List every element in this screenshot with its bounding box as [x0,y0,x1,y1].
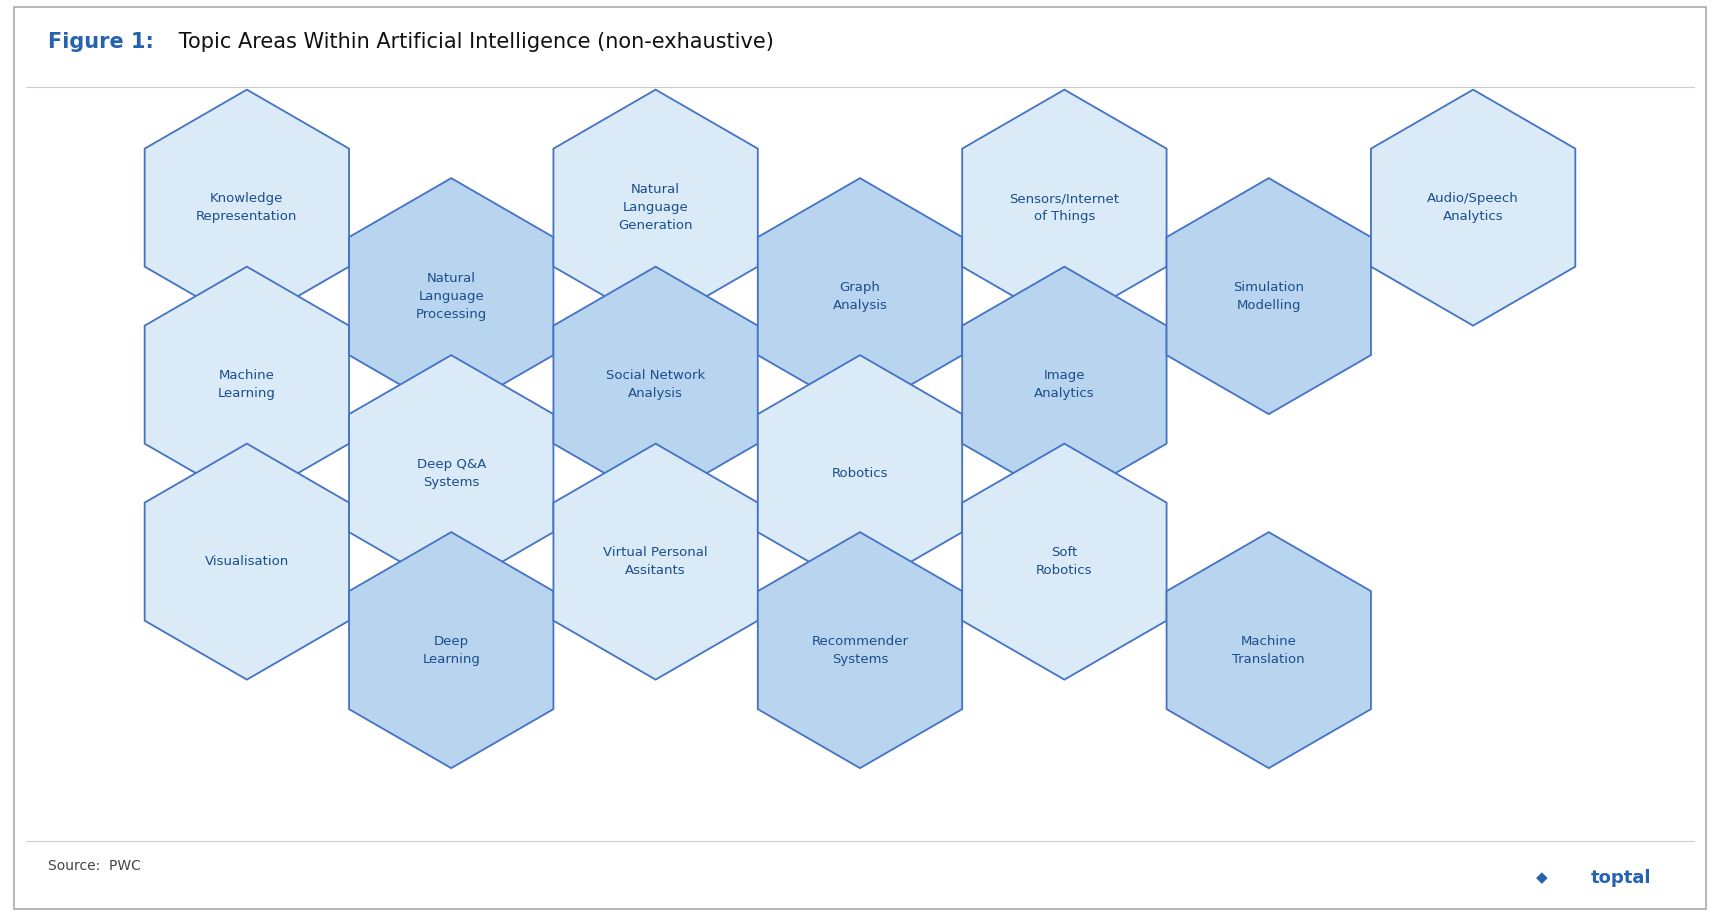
Polygon shape [1166,532,1371,769]
Text: Audio/Speech
Analytics: Audio/Speech Analytics [1428,192,1519,224]
Polygon shape [554,267,759,503]
Text: Deep
Learning: Deep Learning [423,635,480,666]
Text: Visualisation: Visualisation [205,555,289,568]
Text: Machine
Learning: Machine Learning [218,369,275,400]
Text: Recommender
Systems: Recommender Systems [812,635,908,666]
Text: Sensors/Internet
of Things: Sensors/Internet of Things [1010,192,1120,224]
Text: Deep Q&A
Systems: Deep Q&A Systems [416,458,487,488]
Text: ◆: ◆ [1536,870,1548,885]
Polygon shape [961,90,1166,326]
Polygon shape [144,443,349,680]
Text: toptal: toptal [1591,868,1651,887]
Polygon shape [554,443,759,680]
Text: Simulation
Modelling: Simulation Modelling [1233,280,1304,311]
Text: Machine
Translation: Machine Translation [1233,635,1305,666]
Polygon shape [1166,178,1371,414]
Polygon shape [554,90,759,326]
Polygon shape [144,267,349,503]
Polygon shape [759,355,961,591]
Polygon shape [349,178,554,414]
Polygon shape [144,90,349,326]
Text: Source:  PWC: Source: PWC [48,858,141,873]
Text: Virtual Personal
Assitants: Virtual Personal Assitants [604,546,709,577]
Text: Social Network
Analysis: Social Network Analysis [605,369,705,400]
Polygon shape [349,532,554,769]
Text: Natural
Language
Processing: Natural Language Processing [416,272,487,321]
Polygon shape [961,443,1166,680]
Text: Graph
Analysis: Graph Analysis [832,280,888,311]
Text: Robotics: Robotics [832,466,888,480]
Text: Image
Analytics: Image Analytics [1034,369,1094,400]
Text: Natural
Language
Generation: Natural Language Generation [619,183,693,232]
Polygon shape [1371,90,1576,326]
Text: Topic Areas Within Artificial Intelligence (non-exhaustive): Topic Areas Within Artificial Intelligen… [172,32,774,52]
Text: Knowledge
Representation: Knowledge Representation [196,192,298,224]
Polygon shape [759,178,961,414]
Text: Figure 1:: Figure 1: [48,32,155,52]
Polygon shape [961,267,1166,503]
Text: Soft
Robotics: Soft Robotics [1035,546,1092,577]
Polygon shape [349,355,554,591]
Polygon shape [759,532,961,769]
